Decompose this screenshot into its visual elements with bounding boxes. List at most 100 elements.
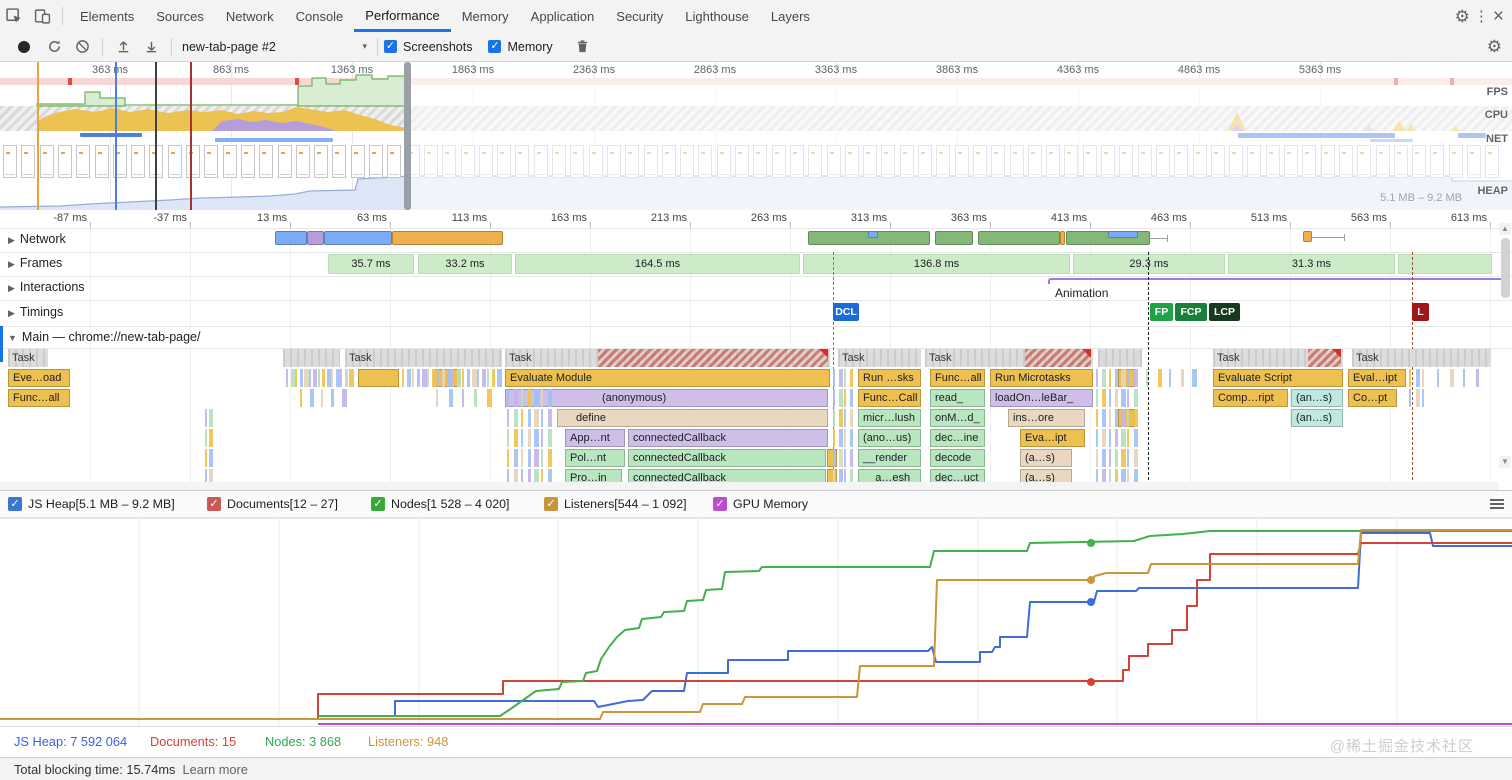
screenshot-thumbnail[interactable] <box>131 145 146 178</box>
disclosure-open-icon[interactable]: ▼ <box>8 333 17 343</box>
scrollbar-thumb[interactable] <box>1501 238 1510 298</box>
flame-event-block[interactable]: Comp…ript <box>1213 389 1288 407</box>
network-request-bar[interactable] <box>1108 231 1138 238</box>
flame-event-block[interactable]: (an…s) <box>1291 409 1343 427</box>
screenshot-thumbnail[interactable] <box>21 145 36 178</box>
memory-legend-checkbox[interactable]: ✓ <box>371 497 385 511</box>
tab-console[interactable]: Console <box>295 8 344 24</box>
flame-event-block[interactable]: (ano…us) <box>858 429 921 447</box>
more-options-kebab-icon[interactable]: ⋮ <box>1473 7 1489 25</box>
screenshot-thumbnail[interactable] <box>332 145 347 178</box>
tab-security[interactable]: Security <box>616 8 664 24</box>
flame-event-block[interactable]: onM…d_ <box>930 409 985 427</box>
screenshot-thumbnail[interactable] <box>57 145 72 178</box>
frame-block[interactable] <box>1398 254 1492 274</box>
tab-application[interactable]: Application <box>530 8 595 24</box>
flame-task-block[interactable] <box>283 349 340 367</box>
screenshot-thumbnail[interactable] <box>94 145 109 178</box>
disclosure-closed-icon[interactable]: ▶ <box>8 259 15 269</box>
frame-block[interactable]: 136.8 ms <box>803 254 1070 274</box>
scroll-down-icon[interactable]: ▼ <box>1499 456 1511 468</box>
flame-event-block[interactable]: dec…ine <box>930 429 985 447</box>
flame-event-block[interactable]: Func…Call <box>858 389 921 407</box>
flame-event-block[interactable]: (an…s) <box>1291 389 1343 407</box>
memory-checkbox[interactable]: ✓ <box>488 40 502 53</box>
frame-block[interactable]: 31.3 ms <box>1228 254 1395 274</box>
memory-list-icon[interactable] <box>1490 499 1504 509</box>
disclosure-closed-icon[interactable]: ▶ <box>8 308 15 318</box>
tab-sources[interactable]: Sources <box>156 8 204 24</box>
screenshot-thumbnail[interactable] <box>76 145 91 178</box>
network-request-bar[interactable] <box>307 231 324 245</box>
frame-block[interactable]: 164.5 ms <box>515 254 800 274</box>
record-button[interactable] <box>18 40 30 53</box>
memory-legend-checkbox[interactable]: ✓ <box>544 497 558 511</box>
learn-more-link[interactable]: Learn more <box>182 761 248 777</box>
timing-badge-lcp[interactable]: LCP <box>1209 303 1240 321</box>
flame-event-block[interactable]: App…nt <box>565 429 625 447</box>
flame-event-block[interactable] <box>358 369 399 387</box>
clear-recording-icon[interactable] <box>68 34 96 60</box>
close-devtools-icon[interactable]: × <box>1492 5 1504 27</box>
screenshot-thumbnail[interactable] <box>277 145 292 178</box>
screenshot-thumbnail[interactable] <box>387 145 402 178</box>
flame-task-block[interactable]: Task <box>345 349 502 367</box>
horizontal-scroll-track[interactable] <box>0 482 1498 490</box>
scroll-up-icon[interactable]: ▲ <box>1499 223 1511 235</box>
timing-badge-fcp[interactable]: FCP <box>1175 303 1207 321</box>
screenshot-thumbnail[interactable] <box>369 145 383 178</box>
memory-legend-checkbox[interactable]: ✓ <box>8 497 22 511</box>
flame-event-block[interactable]: read_ <box>930 389 985 407</box>
flame-event-block[interactable]: Eva…ipt <box>1020 429 1085 447</box>
memory-legend-checkbox[interactable]: ✓ <box>207 497 221 511</box>
flame-event-block[interactable]: __render <box>858 449 921 467</box>
flame-event-block[interactable]: Co…pt <box>1348 389 1397 407</box>
timeline-overview[interactable]: 363 ms 863 ms 1363 ms 1863 ms 2363 ms 2863 ms… <box>0 62 1512 211</box>
screenshot-thumbnail[interactable] <box>314 145 329 178</box>
settings-gear-icon[interactable]: ⚙ <box>1454 6 1470 26</box>
screenshot-thumbnail[interactable] <box>39 145 54 178</box>
tab-layers[interactable]: Layers <box>770 8 810 24</box>
selection-right-handle[interactable] <box>404 62 411 210</box>
tab-elements[interactable]: Elements <box>80 8 135 24</box>
track-header-frames[interactable]: ▶ Frames <box>8 256 62 270</box>
tab-memory[interactable]: Memory <box>461 8 509 24</box>
flame-event-block[interactable]: Eve…oad <box>8 369 70 387</box>
network-request-bar[interactable] <box>935 231 973 245</box>
flame-event-block[interactable] <box>827 449 837 467</box>
flame-event-block[interactable]: Func…all <box>930 369 985 387</box>
network-request-bar[interactable] <box>392 231 503 245</box>
screenshot-thumbnail[interactable] <box>186 145 200 178</box>
network-request-bar[interactable] <box>978 231 1060 245</box>
memory-counters-chart[interactable] <box>0 518 1512 727</box>
flame-event-block[interactable]: connectedCallback <box>628 449 826 467</box>
network-request-bar[interactable] <box>275 231 307 245</box>
flame-event-block[interactable]: Func…all <box>8 389 70 407</box>
screenshot-thumbnail[interactable] <box>259 145 274 178</box>
flame-task-block[interactable]: Task <box>8 349 48 367</box>
track-header-timings[interactable]: ▶ Timings <box>8 305 63 319</box>
flame-event-block[interactable]: Pol…nt <box>565 449 625 467</box>
capture-settings-gear-icon[interactable]: ⚙ <box>1486 37 1502 56</box>
screenshot-thumbnail[interactable] <box>350 145 365 178</box>
timing-badge-fp[interactable]: FP <box>1150 303 1173 321</box>
flame-event-block[interactable]: Evaluate Module <box>505 369 830 387</box>
frame-block[interactable]: 33.2 ms <box>418 254 512 274</box>
tab-network[interactable]: Network <box>225 8 274 24</box>
flame-event-block[interactable]: Run …sks <box>858 369 921 387</box>
screenshot-thumbnail[interactable] <box>167 145 182 178</box>
flame-event-block[interactable]: ins…ore <box>1008 409 1085 427</box>
screenshot-thumbnail[interactable] <box>222 145 237 178</box>
flame-event-block[interactable]: Evaluate Script <box>1213 369 1343 387</box>
tab-performance[interactable]: Performance <box>354 1 451 32</box>
frame-block[interactable]: 29.3 ms <box>1073 254 1225 274</box>
disclosure-closed-icon[interactable]: ▶ <box>8 283 15 293</box>
screenshot-thumbnail[interactable] <box>3 145 17 178</box>
timing-badge-l[interactable]: L <box>1412 303 1429 321</box>
frame-block[interactable]: 35.7 ms <box>328 254 414 274</box>
screenshot-thumbnail[interactable] <box>204 145 219 178</box>
garbage-collect-icon[interactable] <box>569 34 597 60</box>
load-profile-icon[interactable] <box>109 34 137 60</box>
network-request-bar[interactable] <box>1303 231 1312 242</box>
inspect-element-icon[interactable] <box>0 3 28 29</box>
